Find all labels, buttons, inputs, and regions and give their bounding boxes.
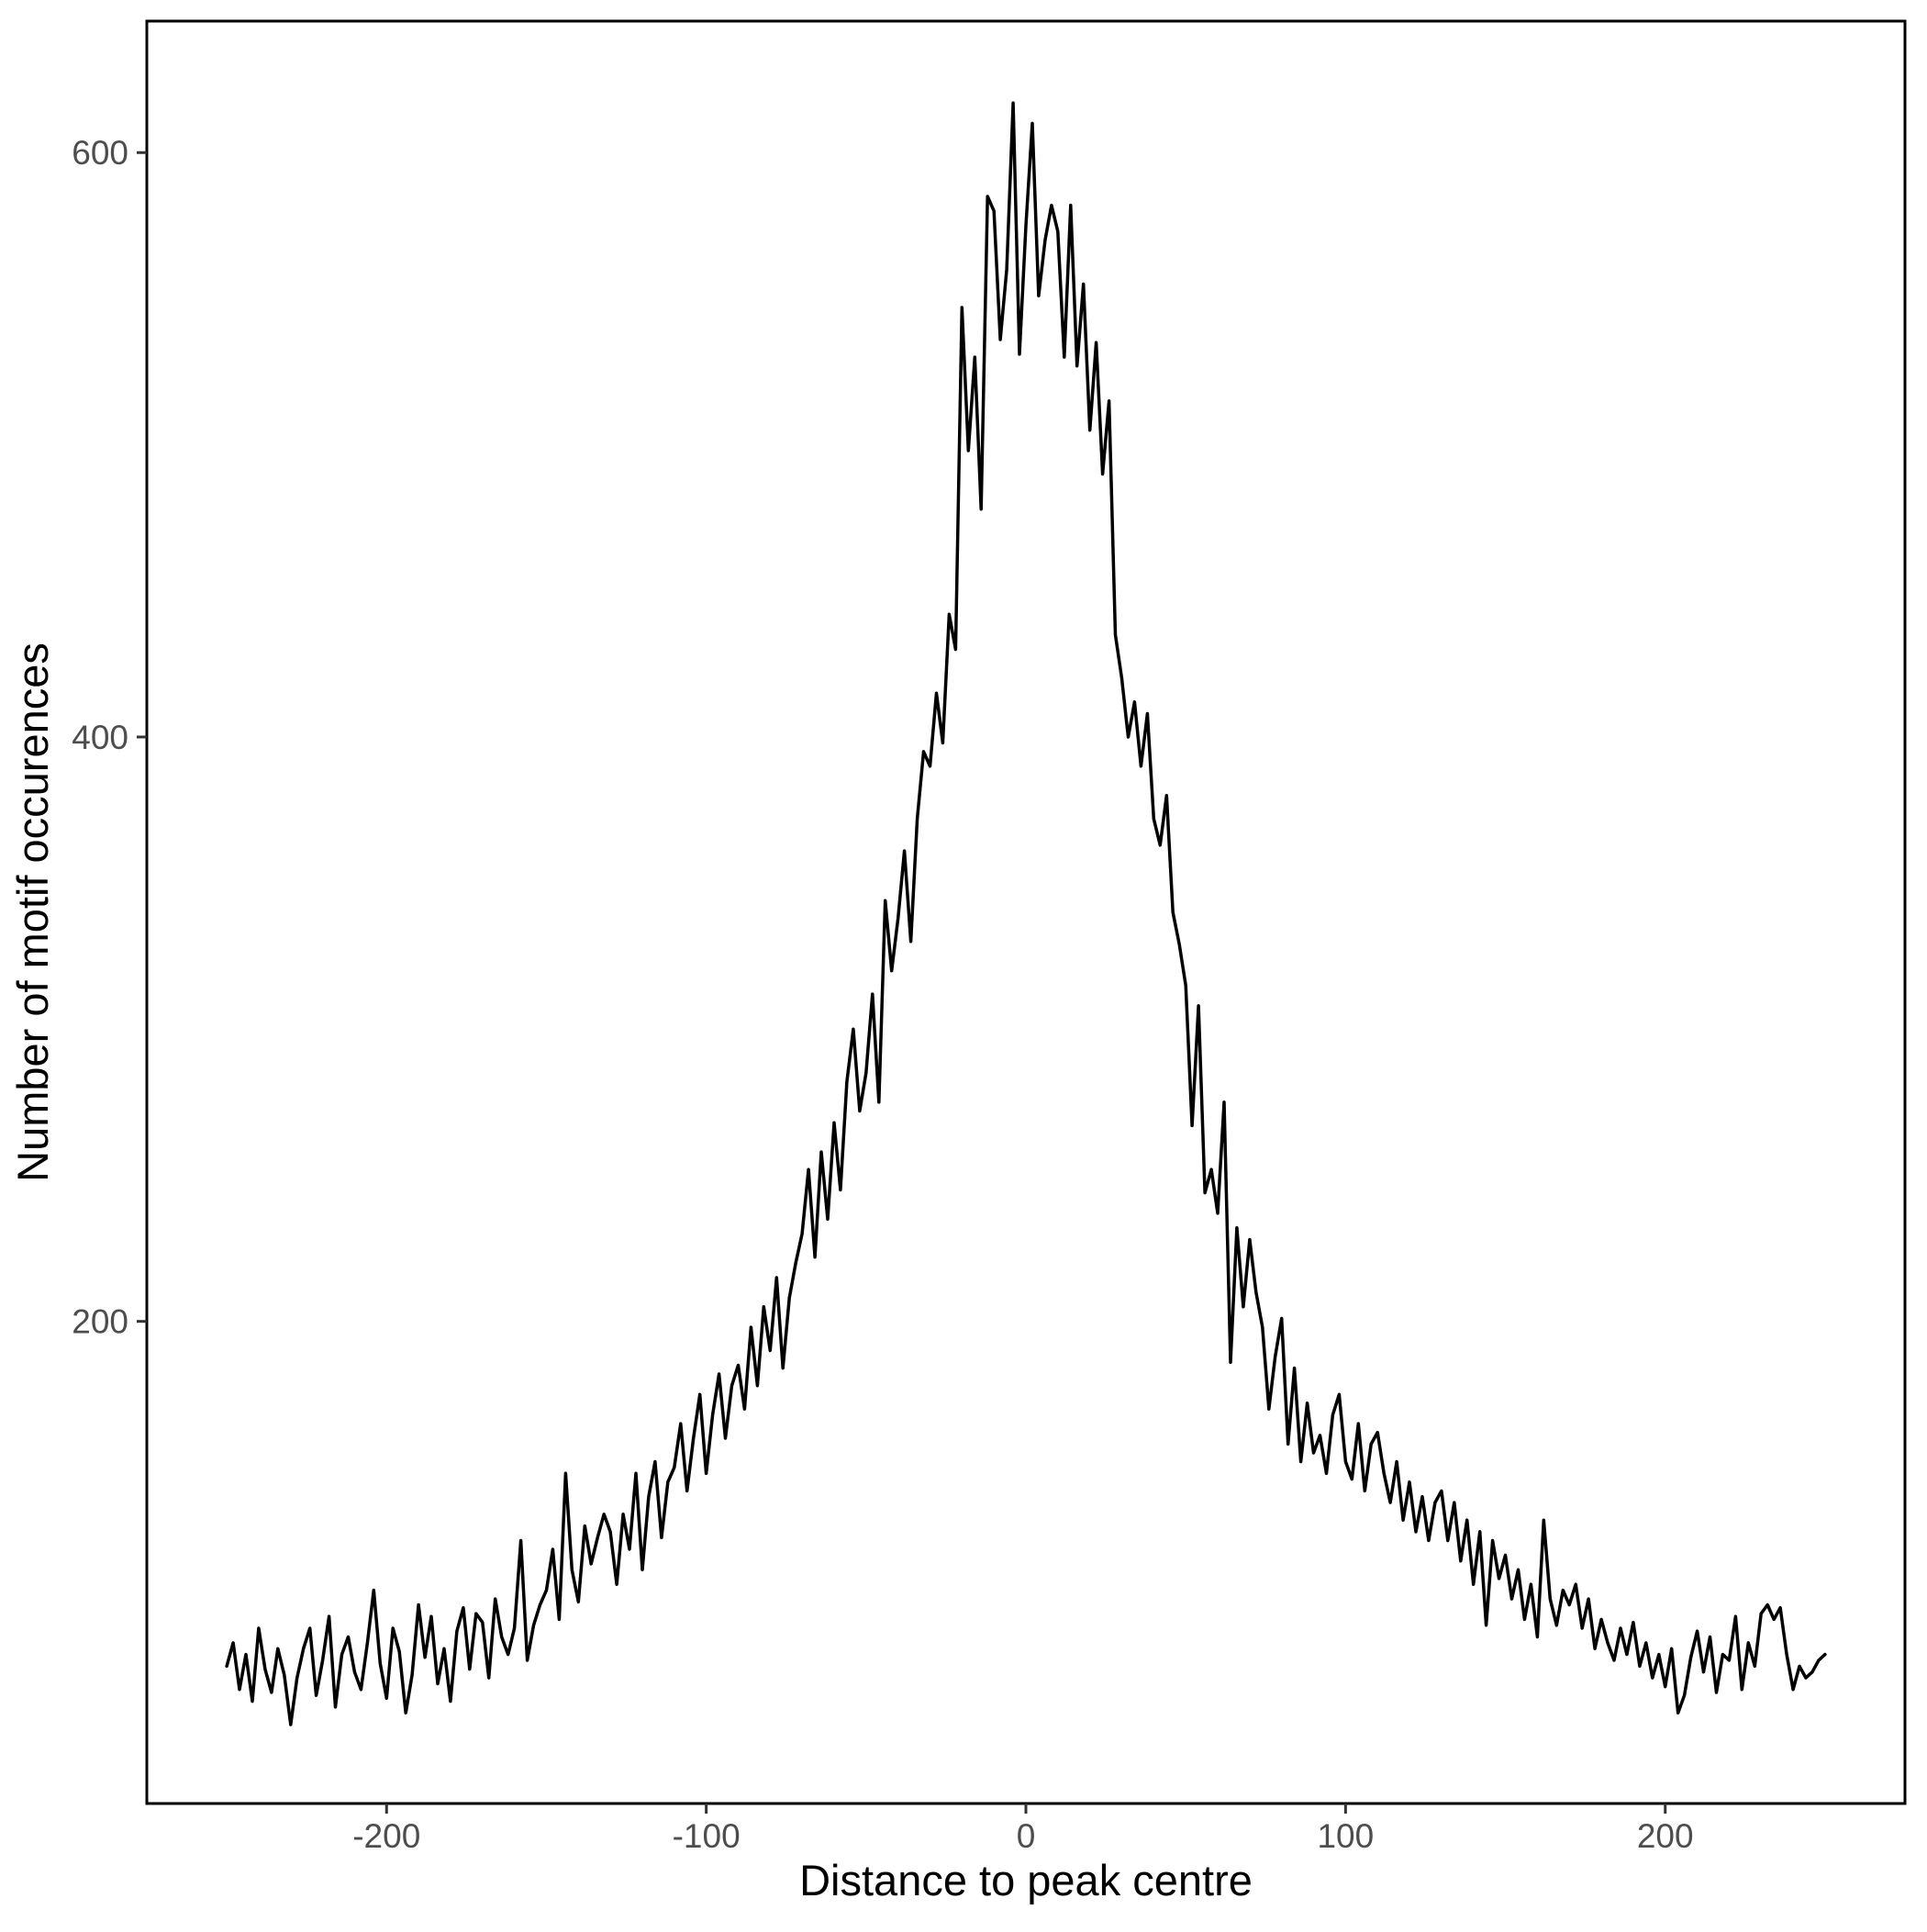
data-line [225, 101, 1827, 1726]
x-tick-label: -200 [352, 1817, 420, 1855]
y-axis-title: Number of motif occurences [8, 642, 57, 1182]
x-tick-label: 0 [1017, 1817, 1036, 1855]
panel-border [145, 19, 1907, 1805]
y-tick-label: 400 [72, 719, 128, 756]
x-tick-label: 100 [1317, 1817, 1374, 1855]
x-axis: -200 -100 0 100 200 [352, 1804, 1694, 1855]
y-tick-label: 200 [72, 1303, 128, 1341]
x-tick-label: 200 [1637, 1817, 1694, 1855]
y-tick-label: 600 [72, 134, 128, 172]
y-axis: 200 400 600 [72, 134, 147, 1341]
x-axis-title: Distance to peak centre [799, 1856, 1253, 1904]
x-tick-label: -100 [673, 1817, 741, 1855]
